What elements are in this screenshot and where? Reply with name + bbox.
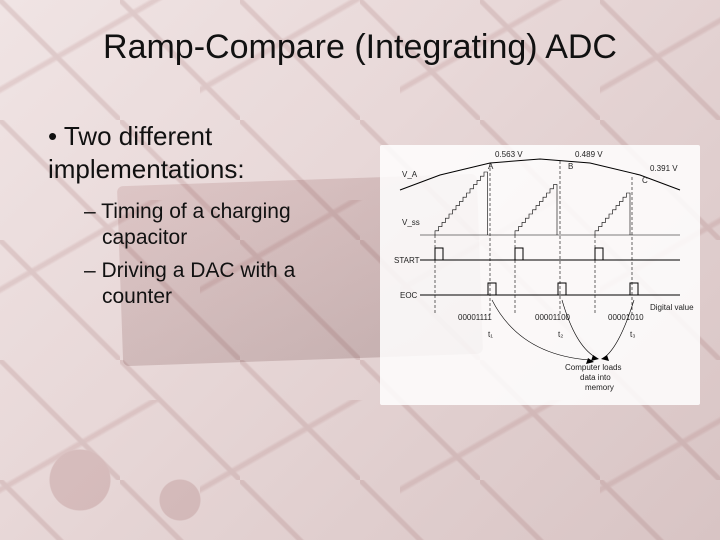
arc-1 [492, 300, 590, 360]
sample-a-v: 0.563 V [495, 150, 523, 159]
arrowhead-2 [591, 355, 599, 361]
sample-b-name: B [568, 162, 573, 171]
digital-v1: 00001111 [458, 313, 492, 322]
arc-3 [605, 300, 634, 357]
digital-v3: 00001010 [608, 313, 644, 322]
digital-label: Digital value [650, 303, 694, 312]
label-va: V_A [402, 170, 418, 179]
label-vss: V_ss [402, 218, 420, 227]
slide-title: Ramp-Compare (Integrating) ADC [0, 28, 720, 67]
bullet-sub-2: Driving a DAC with a counter [84, 258, 368, 311]
start-pulses [435, 248, 603, 260]
label-eoc: EOC [400, 291, 418, 300]
arrowhead-3 [601, 355, 609, 361]
sample-c-v: 0.391 V [650, 164, 678, 173]
sample-c-name: C [642, 176, 648, 185]
timing-diagram-svg: V_A V_ss 0.563 V 0.489 V 0.391 V A B C S… [380, 145, 700, 405]
footer-note-l1: Computer loads [565, 363, 621, 372]
digital-v2: 00001100 [535, 313, 571, 322]
label-start: START [394, 256, 420, 265]
timing-diagram: V_A V_ss 0.563 V 0.489 V 0.391 V A B C S… [380, 145, 700, 405]
analog-curve [400, 159, 680, 190]
staircase-1 [435, 172, 488, 235]
bullet-main: Two different implementations: [48, 120, 368, 185]
eoc-pulses [488, 283, 638, 295]
arc-2 [562, 300, 595, 357]
t1: t₁ [488, 330, 493, 339]
sample-a-name: A [488, 162, 494, 171]
t2: t₂ [558, 330, 563, 339]
footer-note-l3: memory [585, 383, 614, 392]
staircase-3 [595, 193, 630, 235]
t3: t₃ [630, 330, 635, 339]
footer-note-l2: data into [580, 373, 611, 382]
body-text: Two different implementations: Timing of… [48, 120, 368, 316]
staircase-2 [515, 185, 557, 235]
sample-b-v: 0.489 V [575, 150, 603, 159]
bullet-sub-1: Timing of a charging capacitor [84, 199, 368, 252]
slide: Ramp-Compare (Integrating) ADC Two diffe… [0, 0, 720, 540]
